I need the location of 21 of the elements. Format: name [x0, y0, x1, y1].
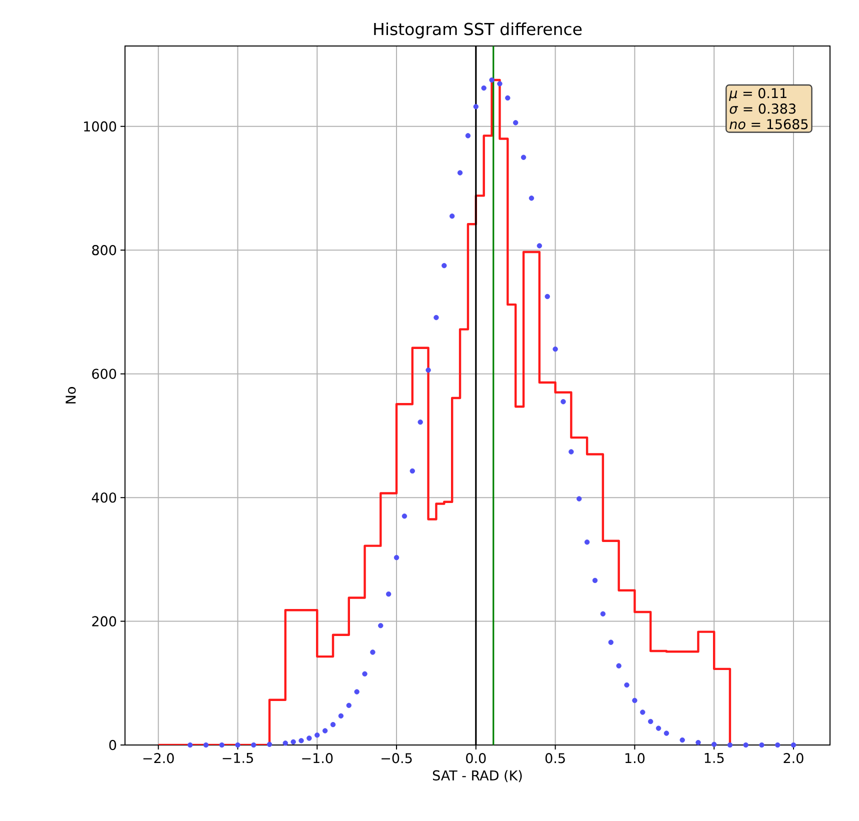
x-tick-label: −1.5 — [222, 753, 253, 764]
y-axis-title: No — [66, 387, 76, 404]
y-tick-label: 200 — [92, 616, 116, 626]
annotation: no = 15685 — [730, 119, 808, 130]
x-tick-label: 2.0 — [784, 753, 804, 764]
annotation: σ = 0.383 — [730, 104, 796, 114]
x-tick-label: 0.0 — [466, 753, 486, 764]
x-axis-title: SAT - RAD (K) — [432, 770, 522, 782]
x-tick-label: −1.0 — [302, 753, 333, 764]
x-tick-label: −2.0 — [143, 753, 174, 764]
chart-title: Histogram SST difference — [374, 22, 582, 38]
x-tick-label: 1.5 — [704, 753, 724, 764]
y-tick-label: 600 — [92, 368, 116, 379]
x-tick-label: 1.0 — [625, 753, 645, 764]
y-tick-label: 0 — [109, 740, 116, 750]
annotation: μ = 0.11 — [728, 88, 786, 101]
y-tick-label: 400 — [92, 492, 116, 503]
x-tick-label: −0.5 — [382, 753, 412, 764]
x-tick-label: 0.5 — [545, 753, 565, 764]
y-tick-label: 800 — [92, 245, 116, 256]
y-tick-label: 1000 — [84, 121, 116, 132]
